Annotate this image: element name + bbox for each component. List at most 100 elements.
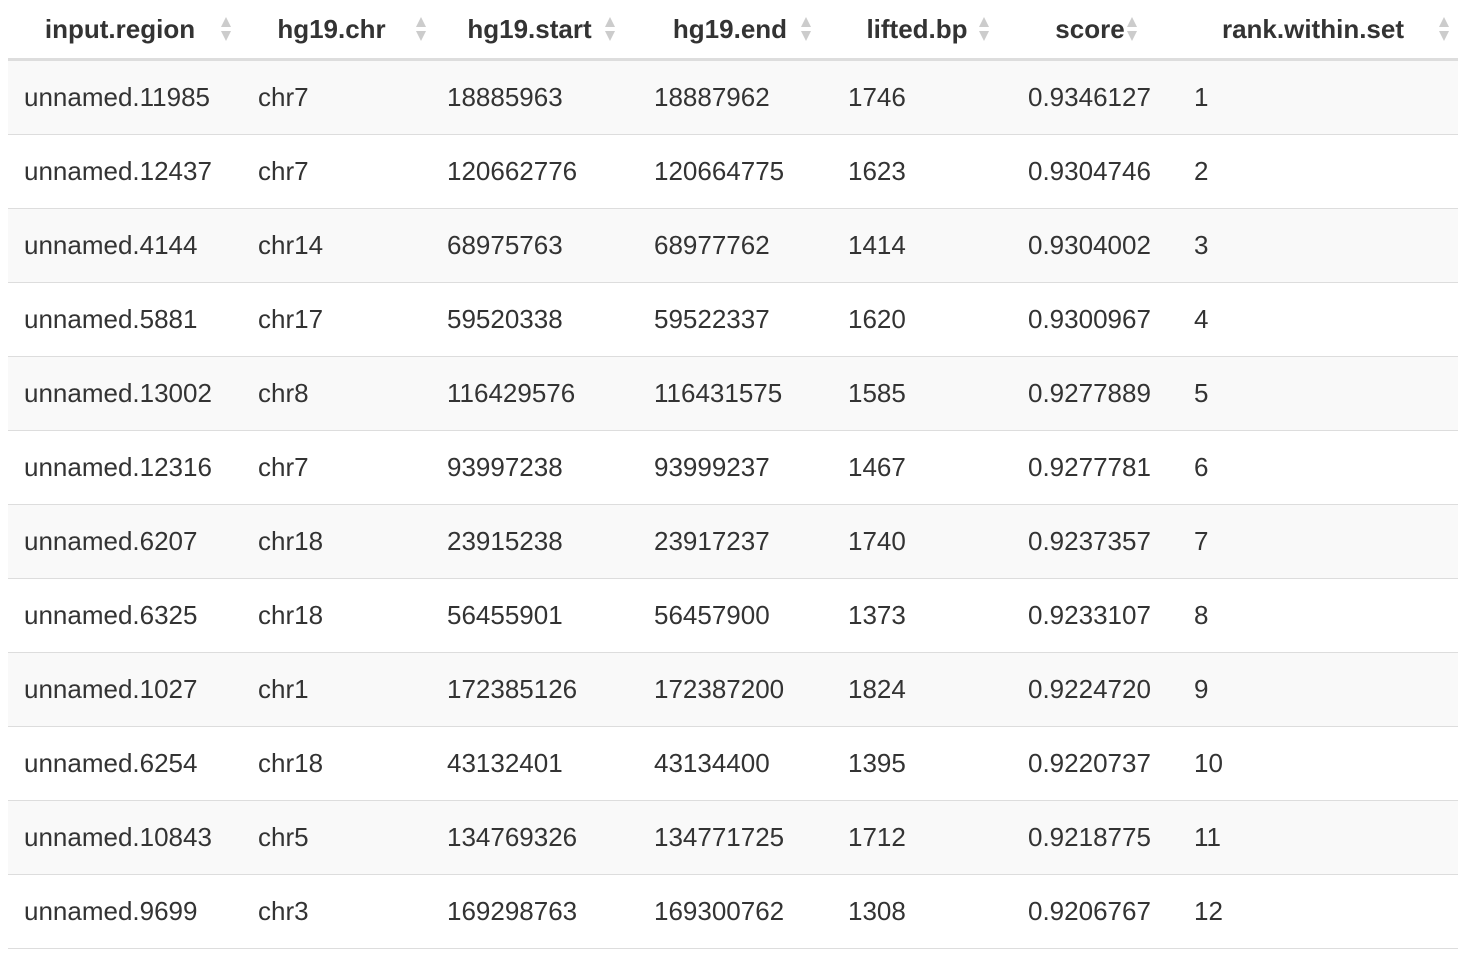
table-cell-rank-within-set: 3	[1178, 208, 1458, 283]
column-header-lifted-bp[interactable]: lifted.bp	[832, 0, 1012, 61]
data-table: input.region hg19.chr hg19.start hg19.end li…	[8, 0, 1458, 949]
table-cell-lifted-bp: 1746	[832, 59, 1012, 135]
column-header-hg19-chr[interactable]: hg19.chr	[242, 0, 431, 61]
header-row: input.region hg19.chr hg19.start hg19.end li…	[8, 0, 1458, 61]
table-cell-hg19-end: 59522337	[638, 282, 832, 357]
column-header-label: input.region	[44, 13, 196, 44]
table-cell-input-region: unnamed.10843	[8, 800, 242, 875]
table-cell-hg19-start: 169298763	[431, 874, 638, 949]
column-header-score[interactable]: score	[1012, 0, 1178, 61]
table-cell-hg19-start: 116429576	[431, 356, 638, 431]
table-cell-hg19-end: 134771725	[638, 800, 832, 875]
sort-up-down-icon[interactable]	[978, 16, 990, 42]
table-cell-input-region: unnamed.6325	[8, 578, 242, 653]
table-cell-hg19-end: 116431575	[638, 356, 832, 431]
table-row: unnamed.12437 chr7 120662776 120664775 1623 0…	[8, 134, 1458, 209]
table-cell-rank-within-set: 5	[1178, 356, 1458, 431]
table-cell-hg19-end: 23917237	[638, 504, 832, 579]
table-body: unnamed.11985 chr7 18885963 18887962 1746 0.9…	[8, 59, 1458, 949]
table-cell-rank-within-set: 10	[1178, 726, 1458, 801]
table-cell-score: 0.9237357	[1012, 504, 1178, 579]
table-cell-hg19-end: 56457900	[638, 578, 832, 653]
table-cell-lifted-bp: 1373	[832, 578, 1012, 653]
table-cell-rank-within-set: 12	[1178, 874, 1458, 949]
table-cell-score: 0.9300967	[1012, 282, 1178, 357]
table-cell-hg19-start: 43132401	[431, 726, 638, 801]
data-table-container: input.region hg19.chr hg19.start hg19.end li…	[8, 0, 1458, 949]
column-header-input-region[interactable]: input.region	[8, 0, 242, 61]
table-row: unnamed.9699 chr3 169298763 169300762 1308 0.…	[8, 874, 1458, 949]
table-cell-hg19-chr: chr7	[242, 430, 431, 505]
sort-up-down-icon[interactable]	[220, 16, 232, 42]
table-cell-hg19-end: 169300762	[638, 874, 832, 949]
sort-up-down-icon[interactable]	[415, 16, 427, 42]
table-header: input.region hg19.chr hg19.start hg19.end li…	[8, 0, 1458, 61]
table-cell-rank-within-set: 11	[1178, 800, 1458, 875]
table-cell-lifted-bp: 1585	[832, 356, 1012, 431]
table-cell-hg19-start: 56455901	[431, 578, 638, 653]
table-row: unnamed.6207 chr18 23915238 23917237 1740 0.9…	[8, 504, 1458, 579]
table-cell-rank-within-set: 6	[1178, 430, 1458, 505]
table-cell-hg19-end: 18887962	[638, 59, 832, 135]
table-cell-lifted-bp: 1623	[832, 134, 1012, 209]
table-cell-hg19-end: 93999237	[638, 430, 832, 505]
table-cell-lifted-bp: 1414	[832, 208, 1012, 283]
table-cell-hg19-chr: chr3	[242, 874, 431, 949]
table-cell-rank-within-set: 9	[1178, 652, 1458, 727]
table-cell-hg19-chr: chr1	[242, 652, 431, 727]
column-header-rank-within-set[interactable]: rank.within.set	[1178, 0, 1458, 61]
table-cell-hg19-start: 23915238	[431, 504, 638, 579]
table-cell-score: 0.9218775	[1012, 800, 1178, 875]
table-cell-score: 0.9277781	[1012, 430, 1178, 505]
table-cell-lifted-bp: 1740	[832, 504, 1012, 579]
column-header-label: hg19.start	[467, 13, 592, 44]
table-cell-lifted-bp: 1824	[832, 652, 1012, 727]
table-cell-hg19-chr: chr5	[242, 800, 431, 875]
sort-up-down-icon[interactable]	[1126, 16, 1138, 42]
table-cell-hg19-start: 59520338	[431, 282, 638, 357]
table-cell-hg19-end: 120664775	[638, 134, 832, 209]
sort-up-down-icon[interactable]	[800, 16, 812, 42]
column-header-hg19-start[interactable]: hg19.start	[431, 0, 638, 61]
table-cell-hg19-chr: chr7	[242, 59, 431, 135]
table-cell-score: 0.9206767	[1012, 874, 1178, 949]
table-cell-score: 0.9304002	[1012, 208, 1178, 283]
table-cell-input-region: unnamed.4144	[8, 208, 242, 283]
column-header-label: score	[1055, 13, 1125, 44]
table-row: unnamed.13002 chr8 116429576 116431575 1585 0…	[8, 356, 1458, 431]
column-header-label: rank.within.set	[1221, 13, 1405, 44]
table-cell-rank-within-set: 7	[1178, 504, 1458, 579]
table-cell-lifted-bp: 1395	[832, 726, 1012, 801]
table-row: unnamed.6325 chr18 56455901 56457900 1373 0.9…	[8, 578, 1458, 653]
table-cell-hg19-chr: chr8	[242, 356, 431, 431]
table-cell-hg19-start: 68975763	[431, 208, 638, 283]
table-row: unnamed.11985 chr7 18885963 18887962 1746 0.9…	[8, 59, 1458, 135]
table-cell-input-region: unnamed.1027	[8, 652, 242, 727]
table-row: unnamed.5881 chr17 59520338 59522337 1620 0.9…	[8, 282, 1458, 357]
table-cell-hg19-end: 68977762	[638, 208, 832, 283]
table-cell-hg19-chr: chr18	[242, 726, 431, 801]
table-cell-rank-within-set: 1	[1178, 59, 1458, 135]
table-cell-lifted-bp: 1620	[832, 282, 1012, 357]
table-cell-score: 0.9346127	[1012, 59, 1178, 135]
sort-up-down-icon[interactable]	[604, 16, 616, 42]
column-header-label: hg19.end	[672, 13, 788, 44]
table-cell-score: 0.9304746	[1012, 134, 1178, 209]
table-cell-input-region: unnamed.12437	[8, 134, 242, 209]
table-cell-score: 0.9224720	[1012, 652, 1178, 727]
table-cell-rank-within-set: 4	[1178, 282, 1458, 357]
table-cell-rank-within-set: 8	[1178, 578, 1458, 653]
column-header-hg19-end[interactable]: hg19.end	[638, 0, 832, 61]
table-cell-lifted-bp: 1467	[832, 430, 1012, 505]
table-cell-hg19-chr: chr14	[242, 208, 431, 283]
table-cell-hg19-start: 134769326	[431, 800, 638, 875]
sort-up-down-icon[interactable]	[1438, 16, 1450, 42]
table-cell-score: 0.9277889	[1012, 356, 1178, 431]
table-cell-score: 0.9220737	[1012, 726, 1178, 801]
table-cell-hg19-chr: chr7	[242, 134, 431, 209]
table-row: unnamed.6254 chr18 43132401 43134400 1395 0.9…	[8, 726, 1458, 801]
table-cell-hg19-start: 18885963	[431, 59, 638, 135]
table-cell-hg19-end: 172387200	[638, 652, 832, 727]
table-row: unnamed.4144 chr14 68975763 68977762 1414 0.9…	[8, 208, 1458, 283]
table-cell-hg19-start: 93997238	[431, 430, 638, 505]
